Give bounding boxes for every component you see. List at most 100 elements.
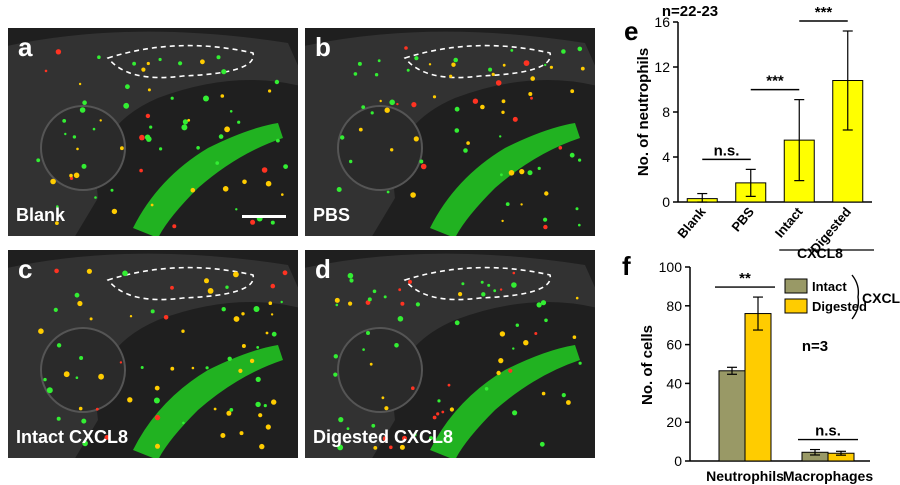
legend-label: Digested	[812, 299, 867, 314]
cell-dot	[86, 268, 92, 274]
cell-dot	[549, 65, 553, 69]
y-axis-label: No. of neutrophils	[635, 48, 652, 176]
cell-dot	[44, 69, 48, 73]
cell-dot	[365, 300, 371, 305]
cell-dot	[386, 190, 390, 194]
cell-dot	[566, 400, 571, 405]
cell-dot	[270, 283, 276, 289]
cell-dot	[280, 300, 283, 304]
cell-dot	[558, 146, 563, 150]
cell-dot	[461, 282, 465, 286]
cell-dot	[153, 397, 160, 404]
chart-e: e n=22-23 No. of neutrophils CXCL8 0 4 8 12…	[624, 3, 874, 260]
cell-dot	[139, 168, 143, 173]
cell-dot	[263, 404, 267, 408]
cell-dot	[501, 110, 505, 115]
micrograph-panel-a: a Blank	[8, 28, 298, 236]
cell-dot	[170, 366, 175, 371]
cell-dot	[237, 120, 241, 124]
cell-dot	[250, 219, 256, 225]
cell-dot	[449, 407, 454, 412]
fish-head-image	[8, 253, 298, 458]
cell-dot	[357, 61, 362, 66]
cell-dot	[394, 343, 399, 348]
cell-dot	[221, 69, 227, 75]
cell-dot	[221, 307, 226, 312]
cell-dot	[265, 180, 272, 187]
cell-dot	[480, 104, 485, 110]
cell-dot	[239, 431, 244, 436]
scale-bar	[242, 215, 286, 218]
y-tick-label: 40	[666, 375, 682, 391]
cell-dot	[132, 61, 136, 66]
cell-dot	[523, 340, 529, 346]
cell-dot	[261, 167, 268, 173]
cell-dot	[502, 63, 506, 67]
cell-dot	[127, 397, 133, 403]
cell-dot	[181, 124, 188, 131]
cell-dot	[539, 441, 545, 447]
cell-dot	[501, 219, 504, 223]
cell-dot	[544, 63, 547, 67]
cell-dot	[200, 59, 205, 65]
cell-dot	[76, 147, 79, 151]
y-tick-label: 100	[659, 259, 683, 275]
cell-dot	[480, 280, 484, 284]
cell-dot	[225, 285, 229, 289]
cell-dot	[274, 79, 280, 85]
cell-dot	[334, 297, 340, 303]
chart-f: f n=3 No. of cells 0 20 40 60 80 100 Neutrophi…	[622, 251, 900, 484]
cell-dot	[283, 164, 288, 170]
cell-dot	[256, 346, 260, 349]
cell-dot	[149, 125, 153, 129]
panel-caption: PBS	[313, 205, 351, 225]
cell-dot	[397, 316, 404, 322]
cell-dot	[150, 309, 155, 314]
legend-group-label: CXCL8	[862, 290, 900, 306]
cell-dot	[111, 208, 118, 215]
cell-dot	[226, 410, 232, 416]
cell-dot	[73, 172, 80, 179]
cell-dot	[43, 377, 47, 382]
cell-dot	[512, 116, 518, 122]
cell-dot	[366, 331, 370, 335]
cell-dot	[89, 317, 93, 321]
cell-dot	[372, 289, 377, 294]
cell-dot	[411, 102, 417, 108]
cell-dot	[145, 113, 151, 119]
micrograph-panel-d: d Digested CXCL8	[305, 250, 595, 458]
cell-dot	[270, 313, 274, 316]
cell-dot	[373, 446, 378, 450]
cell-dot	[541, 391, 546, 396]
panel-letter: b	[315, 32, 331, 62]
cell-dot	[496, 370, 501, 376]
green-vessel	[430, 123, 580, 236]
cell-dot	[374, 73, 379, 77]
micrograph-panel-c: c Intact CXCL8	[8, 250, 298, 458]
cell-dot	[46, 387, 53, 394]
cell-dot	[54, 268, 59, 274]
cell-dot	[481, 292, 486, 297]
cell-dot	[544, 191, 549, 196]
cell-dot	[333, 354, 338, 359]
cell-dot	[578, 223, 581, 227]
cell-dot	[432, 95, 437, 99]
cell-dot	[487, 283, 491, 287]
cell-dot	[56, 416, 61, 421]
cell-dot	[432, 415, 437, 420]
cell-dot	[178, 61, 183, 66]
cell-dot	[233, 271, 239, 278]
cell-dot	[512, 410, 518, 416]
cell-dot	[543, 217, 548, 222]
cell-dot	[561, 49, 566, 54]
fish-head-image	[305, 253, 595, 458]
cell-dot	[81, 418, 87, 424]
cell-dot	[92, 127, 96, 131]
panel-caption: Blank	[16, 205, 66, 225]
cell-dot	[75, 376, 79, 379]
fish-head-image	[8, 31, 298, 236]
fish-head-image	[305, 31, 595, 236]
cell-dot	[213, 407, 217, 411]
cell-dot	[451, 62, 456, 67]
cell-dot	[233, 316, 240, 322]
